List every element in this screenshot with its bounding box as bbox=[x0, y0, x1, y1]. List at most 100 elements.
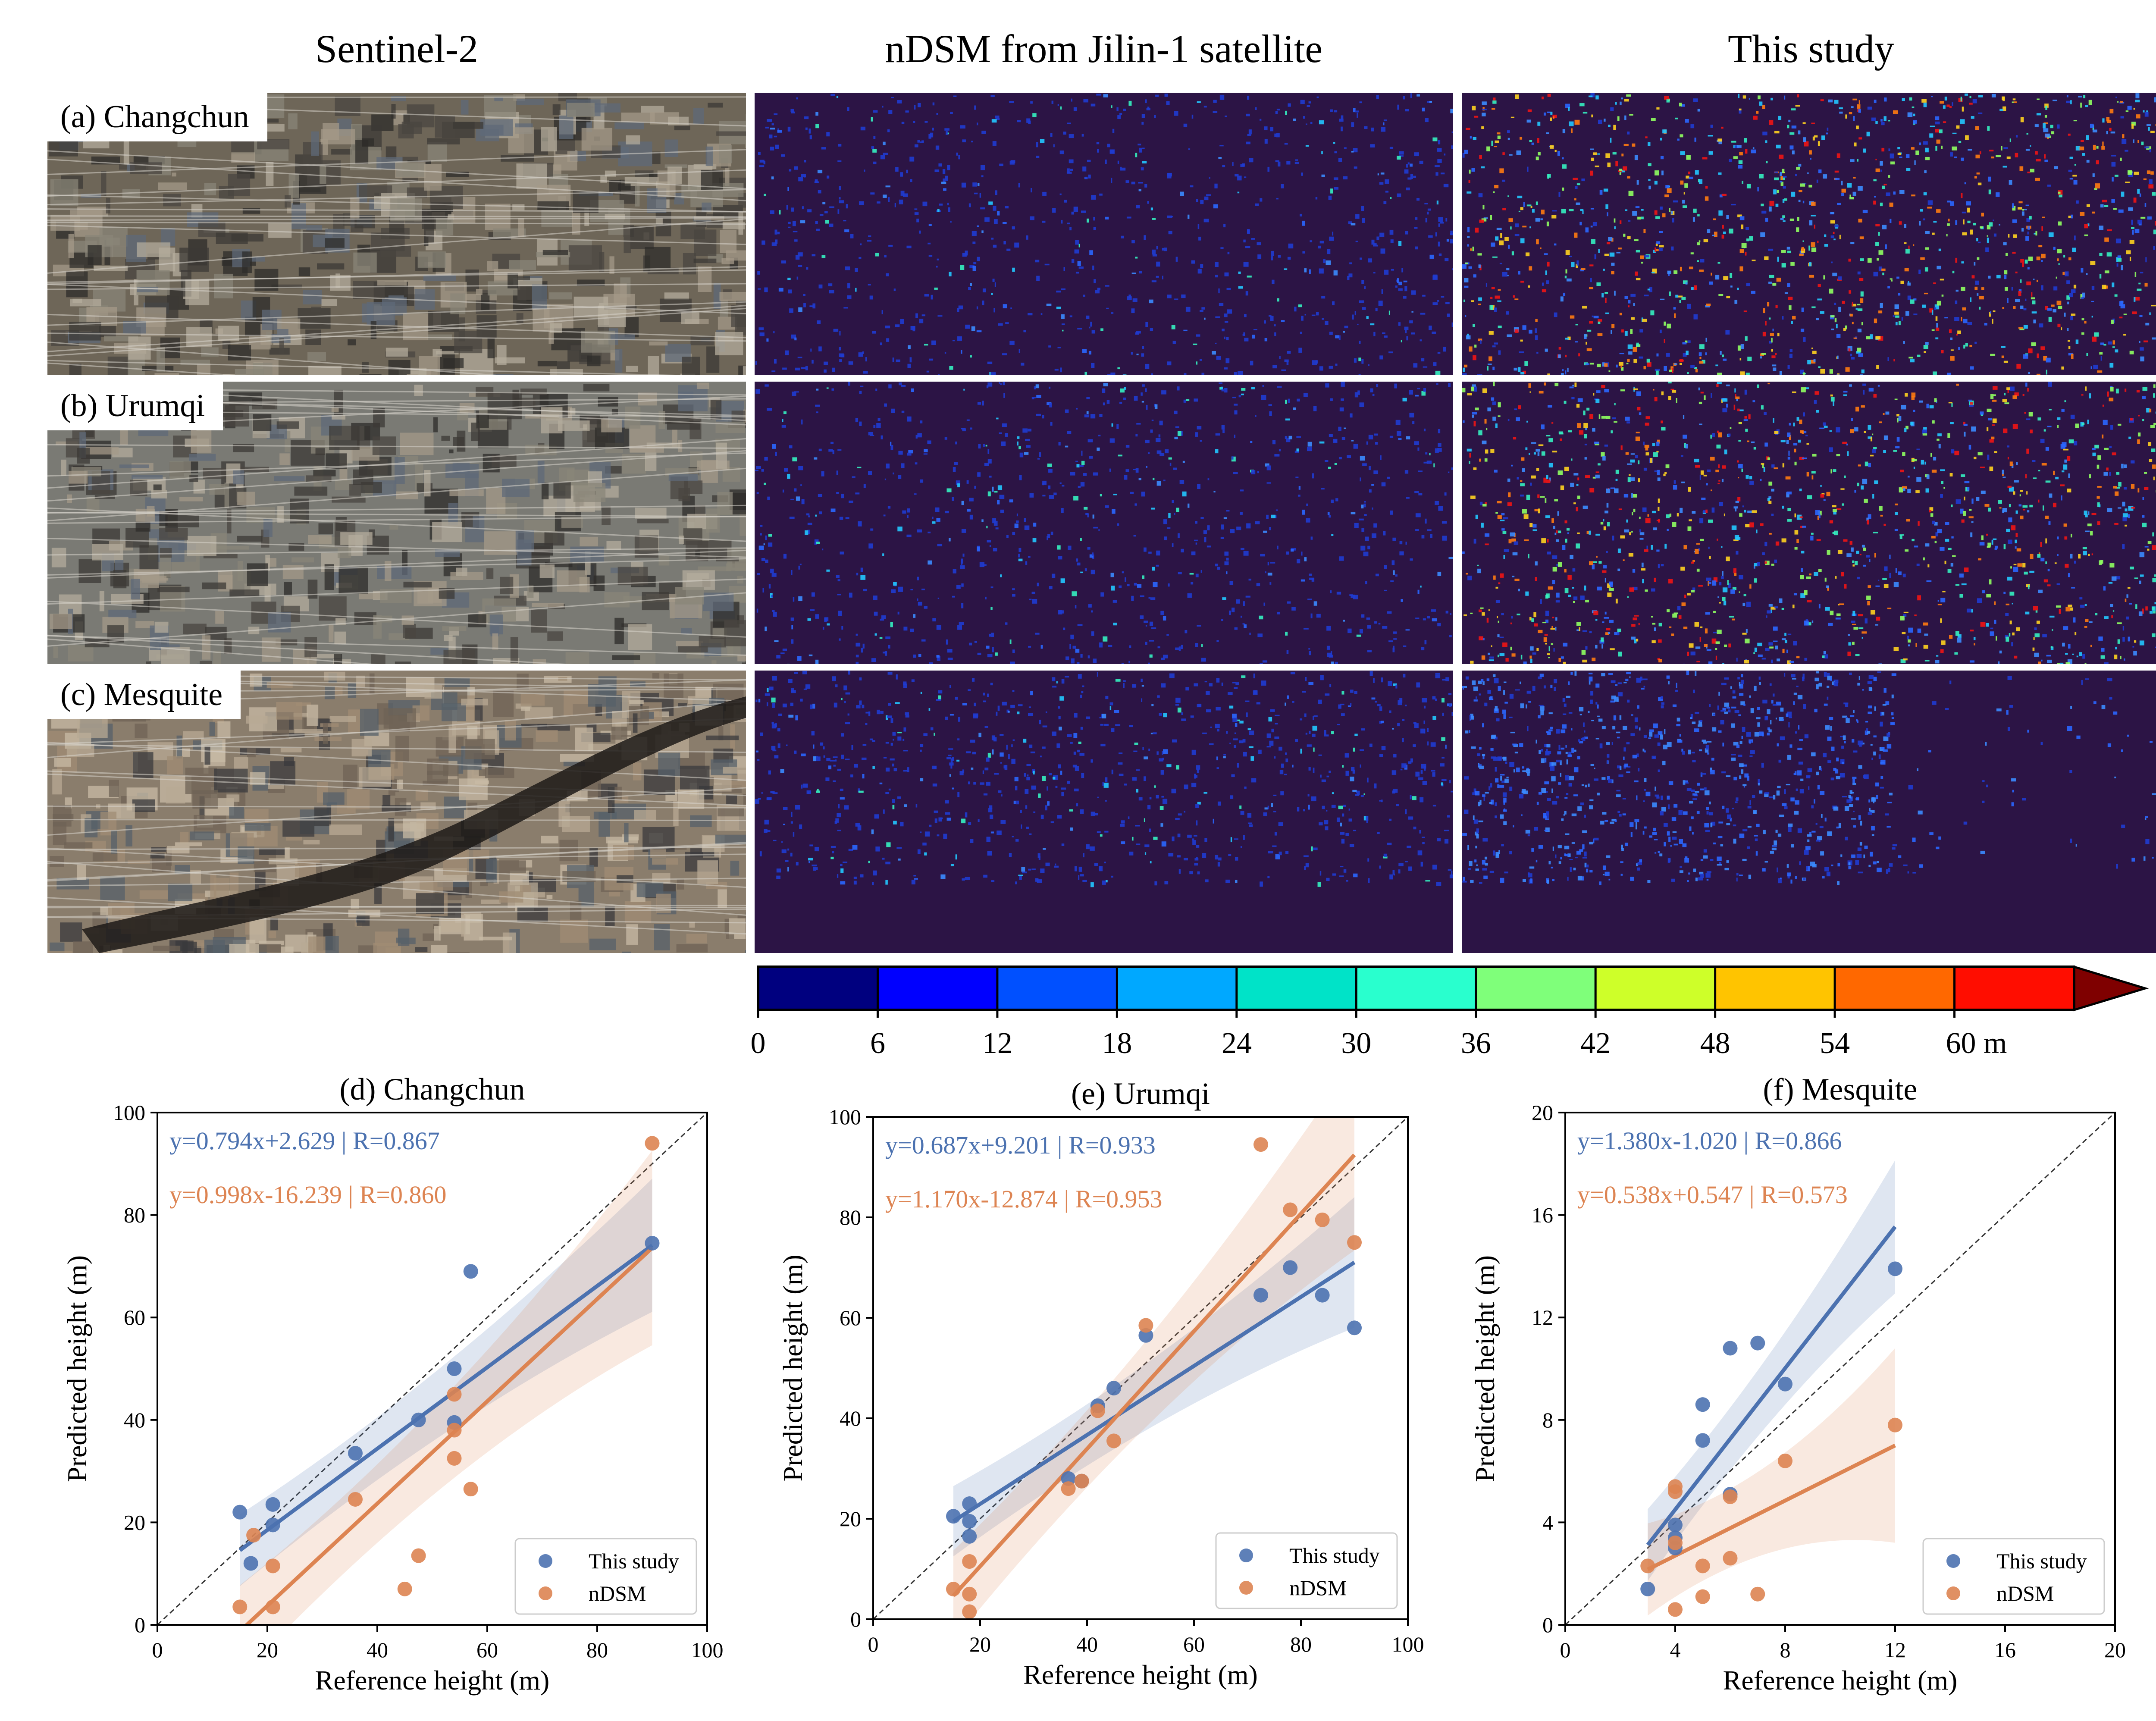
x-tick-label: 80 bbox=[586, 1638, 608, 1662]
data-point bbox=[447, 1451, 462, 1466]
data-point bbox=[1253, 1288, 1268, 1303]
data-point bbox=[1778, 1376, 1792, 1392]
map-image bbox=[1462, 382, 2156, 664]
scatter-chart-1: (d) Changchun 0 20 40 60 80 100 0 20 40 60 80 100 Ref… bbox=[62, 1072, 724, 1696]
map-image bbox=[755, 671, 1453, 953]
data-point bbox=[962, 1496, 977, 1511]
region-label: (a) Changchun bbox=[47, 93, 267, 141]
legend-marker bbox=[1946, 1554, 1960, 1568]
data-point bbox=[962, 1604, 977, 1619]
data-point bbox=[1695, 1397, 1710, 1412]
y-tick-label: 40 bbox=[124, 1408, 145, 1432]
map-image bbox=[1462, 671, 2156, 953]
data-point bbox=[946, 1582, 961, 1597]
regression-equation: y=1.380x-1.020 | R=0.866 bbox=[1577, 1127, 1842, 1155]
colorbar-tick-label: 12 bbox=[982, 1027, 1012, 1060]
building-heights bbox=[755, 93, 1453, 375]
colorbar-tick-label: 42 bbox=[1580, 1027, 1611, 1060]
column-title-ndsm: nDSM from Jilin-1 satellite bbox=[885, 27, 1323, 71]
data-point bbox=[1640, 1558, 1655, 1574]
data-point bbox=[1106, 1381, 1121, 1396]
x-tick-label: 0 bbox=[868, 1632, 879, 1656]
y-tick-label: 20 bbox=[124, 1510, 145, 1534]
plot-area bbox=[157, 1113, 707, 1625]
legend-label: This study bbox=[1289, 1543, 1380, 1567]
plot-area bbox=[1565, 1113, 2115, 1625]
confidence-band bbox=[953, 1117, 1354, 1619]
data-point bbox=[463, 1264, 478, 1279]
data-point bbox=[1315, 1288, 1330, 1303]
x-tick-label: 20 bbox=[257, 1638, 278, 1662]
legend-label: This study bbox=[1996, 1549, 2087, 1573]
data-point bbox=[265, 1558, 280, 1574]
data-point bbox=[265, 1517, 280, 1533]
colorbar-segment bbox=[1476, 967, 1596, 1010]
data-point bbox=[397, 1581, 412, 1596]
data-point bbox=[1347, 1320, 1362, 1335]
x-tick-label: 16 bbox=[1994, 1638, 2016, 1662]
data-point bbox=[243, 1556, 258, 1571]
y-axis-label: Predicted height (m) bbox=[62, 1255, 92, 1482]
building-heights bbox=[1462, 671, 2156, 885]
x-tick-label: 0 bbox=[152, 1638, 163, 1662]
colorbar-segment bbox=[1835, 967, 1955, 1010]
x-tick-label: 4 bbox=[1670, 1638, 1681, 1662]
legend-marker bbox=[539, 1586, 552, 1600]
map-image bbox=[47, 671, 746, 953]
map-tile-r1-c3 bbox=[1462, 93, 2156, 375]
scatter-chart-3: (f) Mesquite 0 4 8 12 16 20 0 4 8 12 16 20 Reference … bbox=[1470, 1072, 2126, 1696]
confidence-band bbox=[240, 1150, 652, 1625]
axes-frame bbox=[872, 1116, 1409, 1620]
data-point bbox=[1315, 1212, 1330, 1227]
colorbar-segment bbox=[1954, 967, 2075, 1010]
x-tick-label: 0 bbox=[1560, 1638, 1571, 1662]
legend-marker bbox=[1239, 1549, 1253, 1562]
y-tick-label: 0 bbox=[135, 1613, 145, 1637]
data-point bbox=[645, 1235, 660, 1251]
column-title-this-study: This study bbox=[1728, 27, 1894, 71]
x-tick-label: 8 bbox=[1780, 1638, 1791, 1662]
legend-marker bbox=[1239, 1581, 1253, 1595]
colorbar-segment bbox=[877, 967, 998, 1010]
map-image bbox=[755, 93, 1453, 375]
data-point bbox=[1283, 1202, 1298, 1217]
axes-frame bbox=[1564, 1112, 2116, 1626]
y-tick-label: 100 bbox=[829, 1105, 861, 1129]
legend-box bbox=[514, 1538, 697, 1615]
y-tick-label: 0 bbox=[1542, 1613, 1553, 1637]
x-tick-label: 40 bbox=[1076, 1632, 1098, 1656]
data-point bbox=[1061, 1471, 1076, 1486]
x-tick-label: 100 bbox=[1392, 1632, 1424, 1656]
data-point bbox=[1888, 1417, 1902, 1433]
colorbar-segment bbox=[1117, 967, 1237, 1010]
data-point bbox=[1061, 1481, 1076, 1496]
y-tick-label: 60 bbox=[840, 1306, 861, 1330]
colorbar-tick-label: 18 bbox=[1102, 1027, 1132, 1060]
data-point bbox=[1778, 1453, 1792, 1468]
colorbar-segment bbox=[1595, 967, 1716, 1010]
colorbar-tick-label: 30 bbox=[1341, 1027, 1371, 1060]
map-image bbox=[755, 382, 1453, 664]
x-tick-label: 60 bbox=[476, 1638, 498, 1662]
data-point bbox=[447, 1387, 462, 1402]
legend-marker bbox=[1946, 1586, 1960, 1600]
column-title-sentinel2: Sentinel-2 bbox=[315, 27, 479, 71]
legend-label: nDSM bbox=[589, 1581, 646, 1605]
data-point bbox=[1347, 1235, 1362, 1250]
height-background bbox=[755, 382, 1453, 664]
colorbar-segment bbox=[758, 967, 878, 1010]
regression-line bbox=[238, 1244, 654, 1552]
legend-box bbox=[1922, 1538, 2105, 1615]
data-point bbox=[1723, 1341, 1738, 1356]
y-tick-label: 100 bbox=[113, 1100, 145, 1125]
colorbar-tick-label: 36 bbox=[1461, 1027, 1491, 1060]
confidence-band bbox=[240, 1179, 652, 1586]
y-axis-label: Predicted height (m) bbox=[1470, 1255, 1500, 1482]
height-background bbox=[755, 93, 1453, 375]
regression-line bbox=[1647, 1443, 1896, 1571]
legend-label: This study bbox=[589, 1549, 679, 1573]
data-point bbox=[1668, 1535, 1683, 1550]
data-point bbox=[962, 1529, 977, 1544]
map-tile-r2-c3 bbox=[1462, 382, 2156, 664]
